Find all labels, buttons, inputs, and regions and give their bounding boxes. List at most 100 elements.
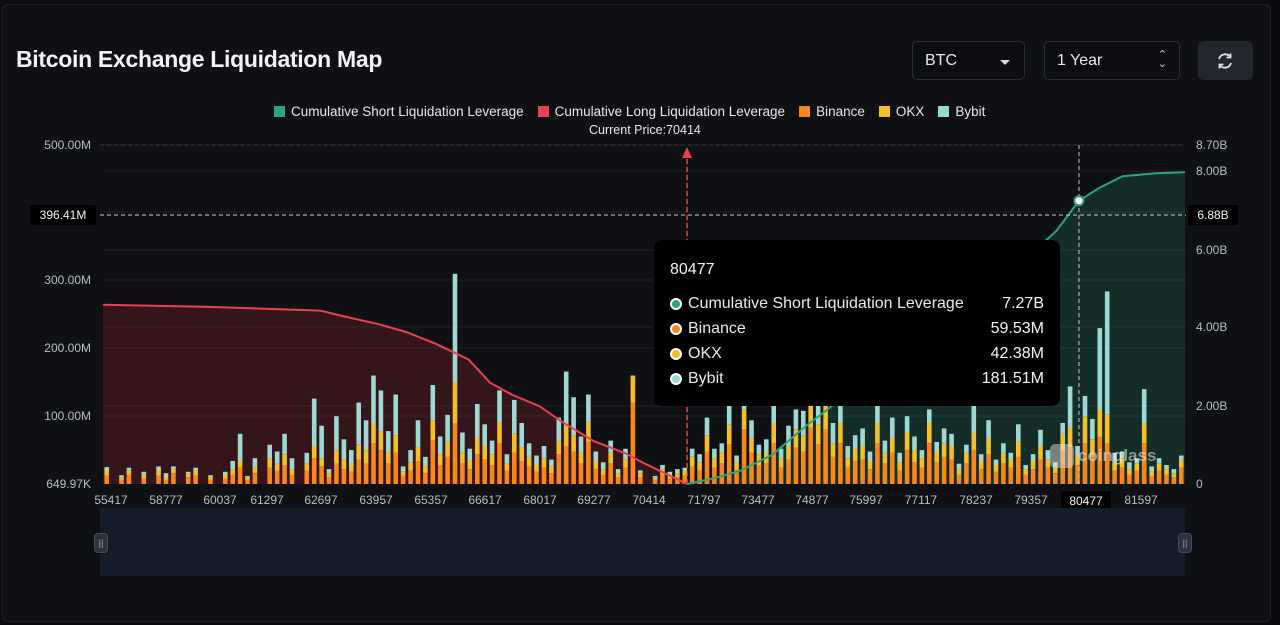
- bar-bybit: [956, 463, 962, 470]
- bar-binance: [126, 474, 132, 484]
- x-axis-tick: 81597: [1124, 493, 1158, 507]
- bar-bybit: [1075, 446, 1080, 456]
- bar-okx: [852, 448, 858, 461]
- legend-item-bybit[interactable]: Bybit: [938, 104, 985, 119]
- legend-swatch: [274, 106, 285, 117]
- bar-bybit: [927, 409, 932, 423]
- bar-okx: [815, 424, 821, 445]
- bar-binance: [1030, 469, 1036, 484]
- bar-okx: [237, 460, 243, 468]
- x-axis-tick: 71797: [687, 493, 721, 507]
- bar-bybit: [949, 433, 954, 446]
- legend-item-okx[interactable]: OKX: [878, 104, 924, 119]
- right-axis-tick: 4.00B: [1196, 320, 1227, 334]
- bar-bybit: [1060, 423, 1065, 434]
- bar-bybit: [578, 436, 584, 453]
- bar-bybit: [971, 405, 977, 433]
- bar-binance: [437, 465, 443, 484]
- bar-okx: [163, 476, 169, 480]
- bar-binance: [771, 443, 776, 484]
- bar-okx: [1090, 439, 1095, 457]
- bar-okx: [756, 454, 762, 465]
- legend-item-binance[interactable]: Binance: [799, 104, 865, 119]
- bar-okx: [208, 477, 213, 480]
- bar-binance: [689, 466, 695, 484]
- bar-bybit: [334, 416, 339, 451]
- bar-okx: [675, 473, 680, 478]
- bar-bybit: [1067, 386, 1073, 428]
- legend-item-short[interactable]: Cumulative Short Liquidation Leverage: [274, 104, 524, 119]
- bar-okx: [801, 435, 806, 452]
- bar-okx: [423, 466, 428, 474]
- bar-binance: [1008, 467, 1014, 484]
- bar-binance: [356, 459, 361, 484]
- bar-okx: [556, 440, 562, 455]
- bar-okx: [734, 462, 739, 471]
- legend-label: Bybit: [955, 104, 986, 119]
- coin-select[interactable]: BTC: [912, 41, 1025, 80]
- bar-binance: [578, 463, 584, 484]
- bar-okx: [386, 452, 391, 464]
- tooltip-value: 59.53M: [990, 320, 1044, 337]
- bar-okx: [512, 433, 517, 453]
- bar-okx: [956, 469, 962, 475]
- bar-bybit: [274, 451, 280, 464]
- zoom-slider-right-handle[interactable]: ||: [1178, 533, 1192, 553]
- bar-binance: [489, 465, 495, 484]
- bar-okx: [563, 425, 569, 446]
- bar-binance: [801, 451, 806, 484]
- legend-item-long[interactable]: Cumulative Long Liquidation Leverage: [537, 104, 785, 119]
- bar-okx: [415, 447, 421, 461]
- x-axis-tick: 68017: [523, 493, 557, 507]
- bar-okx: [489, 454, 495, 465]
- bar-binance: [1097, 436, 1103, 484]
- bar-okx: [726, 424, 732, 445]
- bar-bybit: [282, 433, 287, 455]
- bar-okx: [1164, 469, 1169, 475]
- bar-binance: [475, 454, 480, 484]
- bar-binance: [586, 442, 591, 484]
- bar-bybit: [756, 444, 762, 455]
- bar-okx: [1060, 433, 1065, 452]
- bar-binance: [1075, 465, 1080, 484]
- bar-okx: [578, 452, 584, 464]
- x-axis-tick: 66617: [468, 493, 502, 507]
- tooltip-row: Binance 59.53M: [670, 320, 1044, 338]
- bar-bybit: [1156, 458, 1162, 464]
- bar-bybit: [919, 450, 925, 459]
- bar-okx: [1016, 442, 1021, 457]
- bar-okx: [593, 460, 599, 469]
- bar-okx: [623, 459, 628, 468]
- bar-bybit: [445, 414, 450, 442]
- bar-okx: [341, 459, 347, 470]
- bar-binance: [1119, 467, 1125, 484]
- bar-bybit: [437, 436, 443, 455]
- bar-bybit: [141, 471, 147, 475]
- bar-binance: [163, 479, 169, 484]
- right-axis-tick: 6.00B: [1196, 243, 1227, 257]
- bar-bybit: [563, 371, 569, 426]
- bar-binance: [778, 467, 784, 484]
- refresh-button[interactable]: [1198, 41, 1253, 80]
- right-axis-tick: 8.00B: [1196, 164, 1227, 178]
- bar-bybit: [363, 420, 369, 451]
- bar-binance: [1053, 473, 1058, 484]
- bar-binance: [237, 467, 243, 484]
- bar-bybit: [1008, 452, 1014, 460]
- range-select[interactable]: 1 Year ⌃ ⌄: [1044, 41, 1180, 80]
- bar-bybit: [371, 375, 376, 423]
- bar-bybit: [764, 439, 769, 453]
- zoom-slider-track[interactable]: [100, 508, 1185, 576]
- bar-bybit: [1149, 466, 1154, 472]
- bar-bybit: [615, 469, 621, 474]
- bar-bybit: [1053, 462, 1058, 468]
- bar-binance: [860, 459, 865, 484]
- zoom-slider-left-handle[interactable]: ||: [94, 533, 108, 553]
- bar-bybit: [185, 471, 191, 474]
- page-title: Bitcoin Exchange Liquidation Map: [16, 46, 383, 72]
- bar-binance: [1179, 467, 1184, 484]
- bar-okx: [1141, 423, 1147, 444]
- bar-okx: [1104, 414, 1110, 444]
- bar-binance: [756, 465, 762, 484]
